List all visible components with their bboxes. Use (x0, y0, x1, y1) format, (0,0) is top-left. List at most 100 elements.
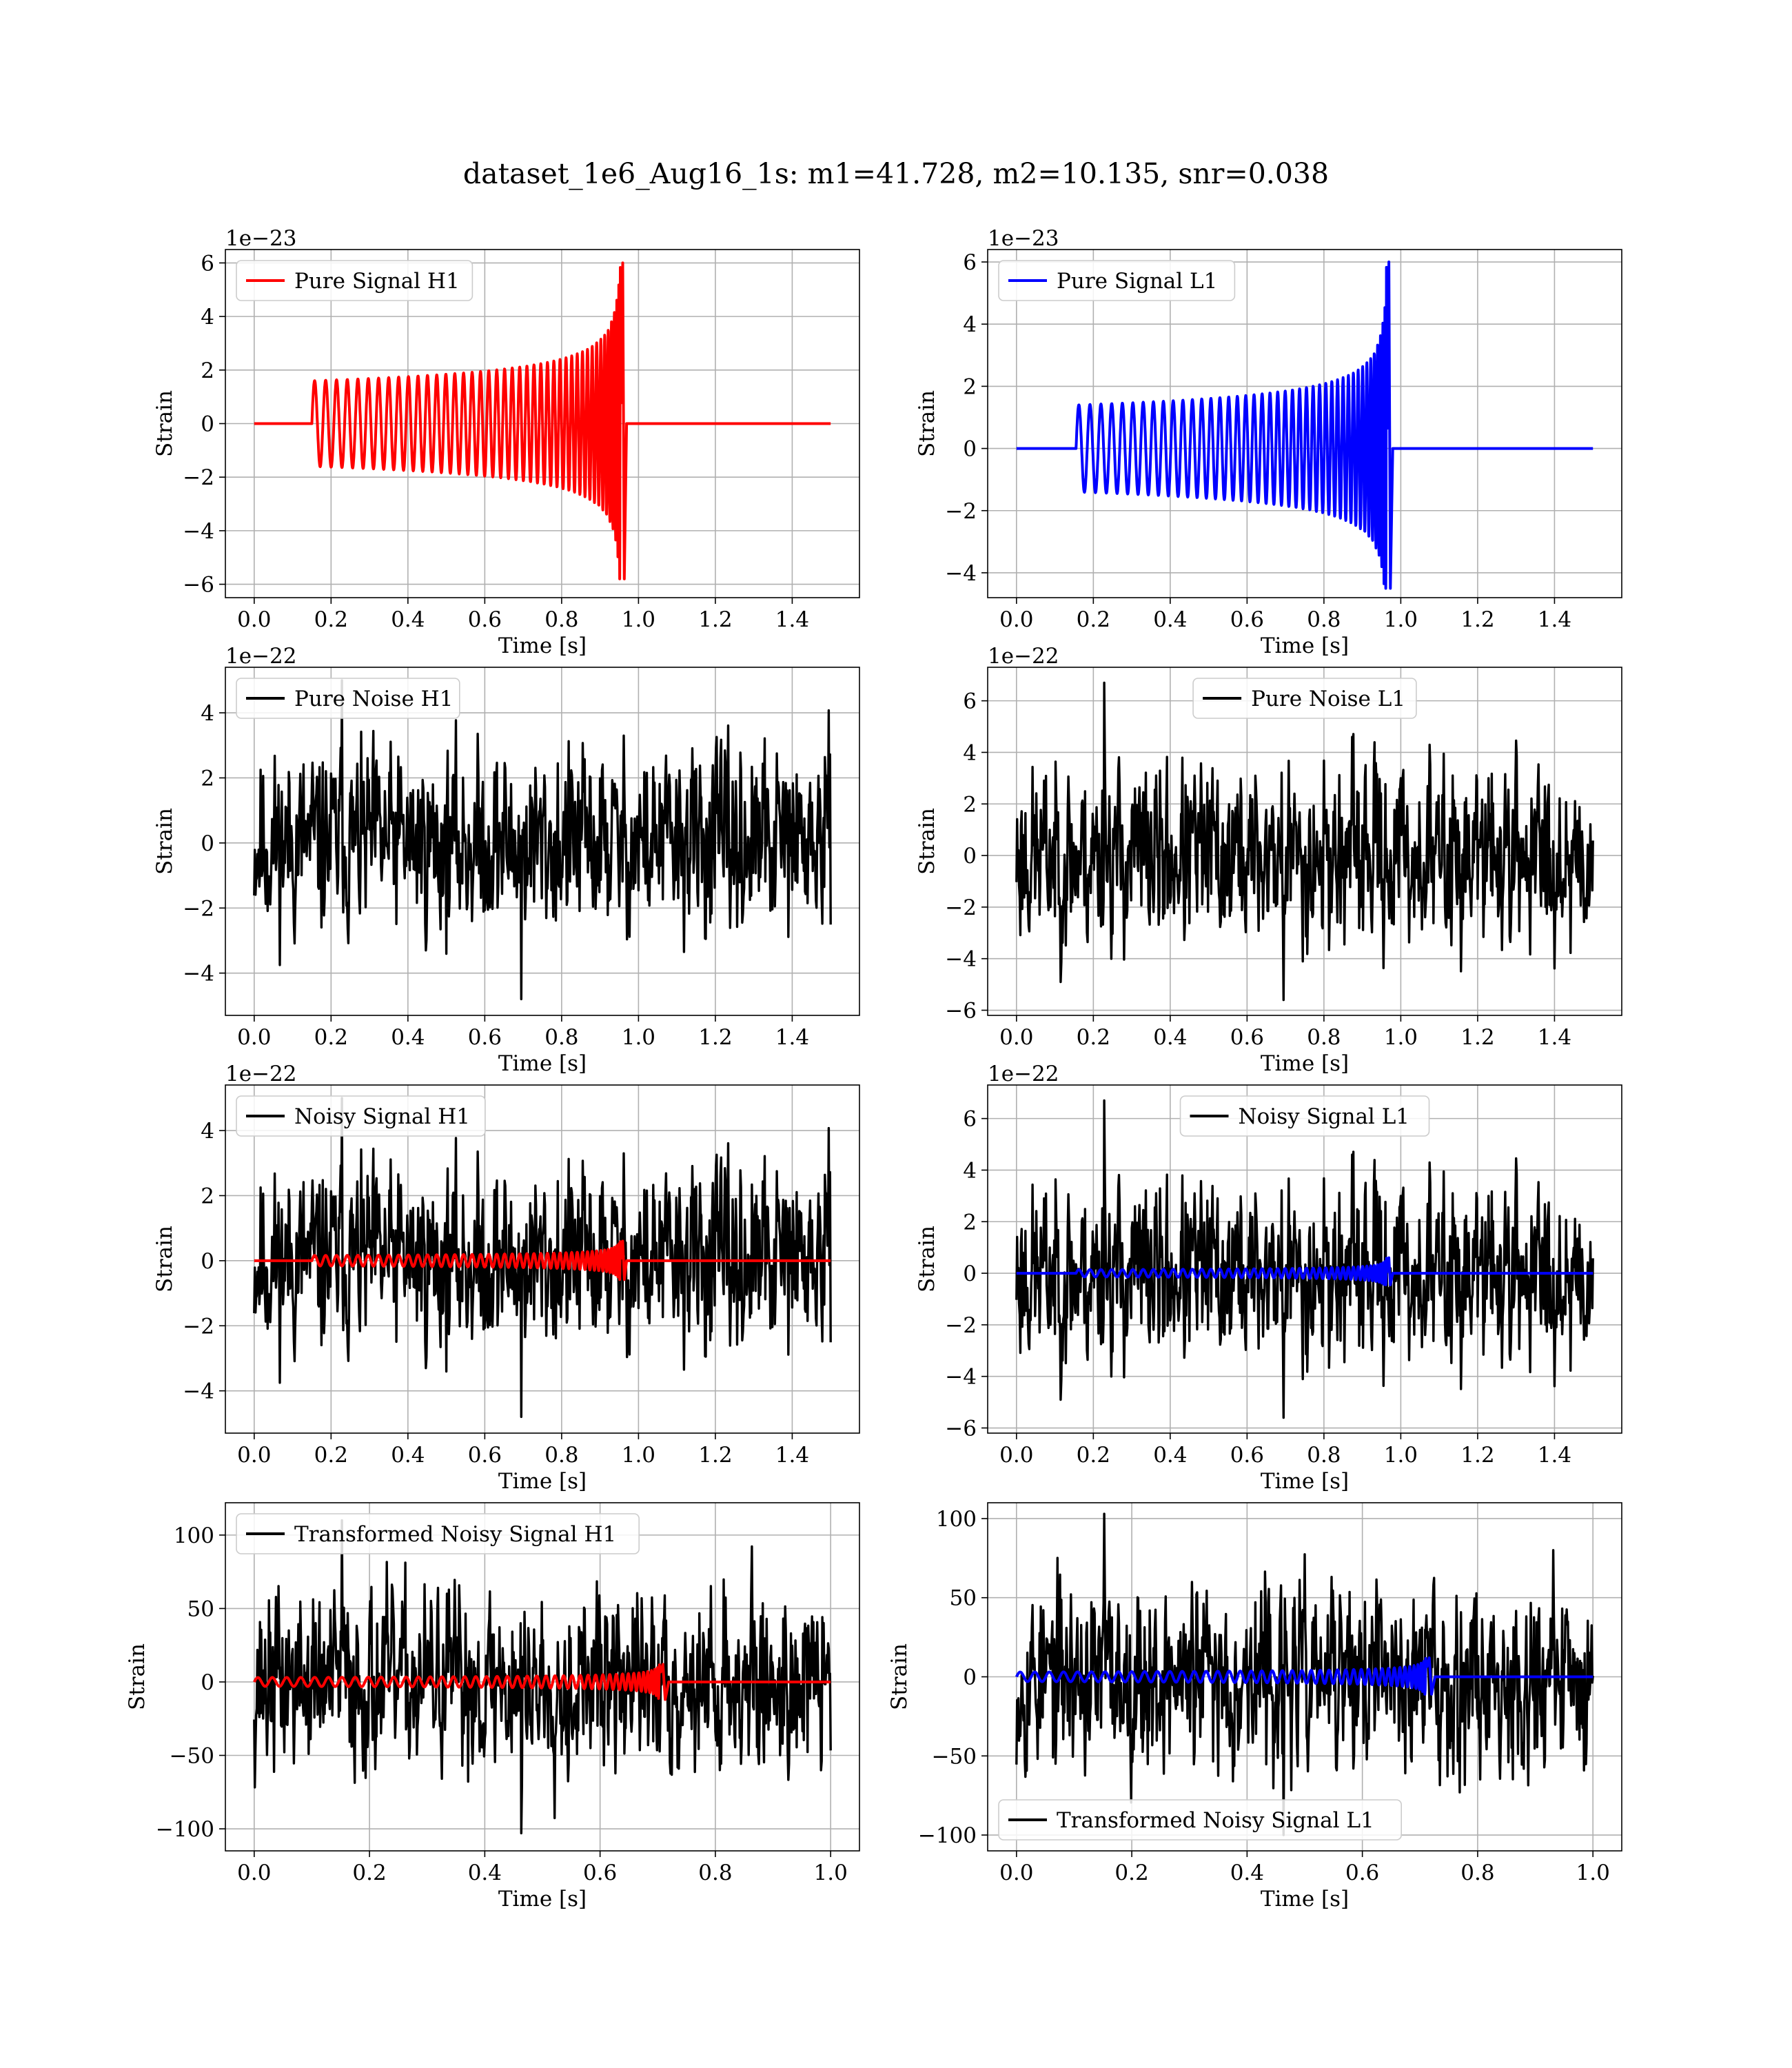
series-line (254, 261, 831, 580)
series-line (1016, 261, 1594, 590)
x-tick-label: 0.8 (1307, 1025, 1341, 1050)
y-tick-label: 0 (963, 1261, 977, 1286)
y-tick-label: −2 (183, 465, 214, 490)
y-tick-label: 4 (963, 1158, 977, 1183)
axis-offset-label: 1e−22 (225, 1062, 297, 1086)
x-tick-label: 0.2 (314, 1443, 348, 1468)
legend: Transformed Noisy Signal H1 (236, 1513, 640, 1554)
x-axis-label: Time [s] (1261, 1469, 1349, 1494)
x-tick-label: 0.8 (544, 1443, 578, 1468)
chart-pure-signal-h1: 0.0 0.2 0.4 0.6 0.8 1.0 1.2 1.4 −6 −4 −2 0 2 4 6 1e−23 T… (152, 226, 860, 658)
y-tick-label: −50 (932, 1744, 977, 1769)
legend: Pure Noise H1 (236, 678, 460, 719)
chart-pure-noise-h1: 0.0 0.2 0.4 0.6 0.8 1.0 1.2 1.4 −4 −2 0 2 4 1e−22 Time… (152, 644, 860, 1076)
x-tick-label: 1.2 (1460, 607, 1494, 632)
x-tick-label: 0.4 (391, 1025, 425, 1050)
y-tick-label: 0 (201, 1670, 214, 1695)
x-tick-label: 1.4 (775, 607, 809, 632)
legend-label: Noisy Signal H1 (294, 1104, 470, 1129)
x-axis-label: Time [s] (498, 1469, 587, 1494)
legend-label: Transformed Noisy Signal L1 (1057, 1808, 1374, 1833)
y-tick-label: −100 (918, 1823, 977, 1848)
x-tick-label: 0.4 (468, 1861, 502, 1885)
x-tick-label: 0.0 (999, 607, 1033, 632)
y-tick-label: 0 (201, 831, 214, 856)
y-tick-label: 6 (963, 1107, 977, 1132)
y-tick-label: 0 (963, 437, 977, 462)
legend-box (998, 260, 1236, 301)
axes-frame (987, 1084, 1622, 1434)
series-line (1015, 1512, 1594, 1836)
legend-box (236, 1095, 486, 1137)
y-axis-label: Strain (915, 390, 939, 457)
x-tick-label: 1.0 (1384, 607, 1418, 632)
chart-pure-signal-l1: 0.0 0.2 0.4 0.6 0.8 1.0 1.2 1.4 −4 −2 0 2 4 6 1e−23 Tim… (915, 226, 1622, 658)
x-tick-label: 1.4 (1538, 1025, 1571, 1050)
x-tick-label: 0.2 (314, 607, 348, 632)
y-tick-label: 100 (936, 1507, 977, 1532)
legend: Pure Noise L1 (1192, 678, 1417, 719)
x-tick-label: 0.6 (1230, 607, 1264, 632)
series-line (1016, 1256, 1594, 1286)
x-tick-label: 0.0 (237, 1443, 271, 1468)
y-tick-label: 100 (174, 1523, 214, 1548)
x-tick-label: 1.4 (775, 1443, 809, 1468)
y-tick-label: −6 (183, 573, 214, 598)
y-tick-label: 4 (963, 740, 977, 765)
x-tick-label: 0.0 (237, 1861, 271, 1885)
legend-box (236, 1513, 640, 1554)
axes-frame (225, 667, 860, 1016)
x-tick-label: 1.4 (1538, 607, 1571, 632)
x-axis-label: Time [s] (1261, 633, 1349, 658)
series-line (253, 1663, 831, 1701)
series-line (1015, 1656, 1594, 1696)
x-tick-label: 0.0 (237, 1025, 271, 1050)
x-tick-label: 1.0 (1384, 1025, 1418, 1050)
series-line (1015, 681, 1594, 1002)
x-tick-label: 0.2 (352, 1861, 386, 1885)
y-tick-label: 2 (963, 1210, 977, 1235)
legend-box (1179, 1095, 1430, 1137)
x-tick-label: 0.8 (1307, 607, 1341, 632)
x-tick-label: 0.6 (468, 1025, 502, 1050)
y-tick-label: 2 (201, 358, 214, 383)
legend-label: Noisy Signal L1 (1239, 1104, 1410, 1129)
x-axis-label: Time [s] (498, 1887, 587, 1912)
series-line (1015, 1099, 1594, 1419)
y-tick-label: −50 (170, 1743, 214, 1768)
axes-frame (225, 1502, 860, 1852)
chart-pure-noise-l1: 0.0 0.2 0.4 0.6 0.8 1.0 1.2 1.4 −6 −4 −2 0 2 4 6 1e−22 T… (915, 644, 1622, 1076)
y-tick-label: 2 (201, 766, 214, 791)
y-tick-label: 2 (963, 374, 977, 399)
y-tick-label: −100 (156, 1817, 214, 1842)
x-axis-label: Time [s] (498, 633, 587, 658)
legend: Noisy Signal L1 (1179, 1095, 1430, 1137)
x-tick-label: 0.6 (1345, 1861, 1379, 1885)
legend-label: Pure Signal L1 (1057, 269, 1217, 294)
y-tick-label: −4 (183, 1379, 214, 1404)
x-tick-label: 0.0 (999, 1443, 1033, 1468)
x-tick-label: 0.2 (314, 1025, 348, 1050)
y-tick-label: −4 (945, 561, 977, 586)
figure-title: dataset_1e6_Aug16_1s: m1=41.728, m2=10.1… (462, 157, 1330, 190)
y-axis-label: Strain (125, 1643, 150, 1710)
y-tick-label: −6 (945, 1417, 977, 1441)
series-line (253, 1519, 832, 1835)
y-axis-label: Strain (152, 808, 177, 875)
y-tick-label: 0 (201, 412, 214, 437)
x-tick-label: 0.8 (1307, 1443, 1341, 1468)
x-tick-label: 0.4 (1153, 1025, 1187, 1050)
y-tick-label: 4 (201, 701, 214, 726)
y-tick-label: −2 (183, 896, 214, 921)
x-tick-label: 0.0 (237, 607, 271, 632)
x-tick-label: 0.4 (391, 607, 425, 632)
x-tick-label: 0.4 (1153, 1443, 1187, 1468)
y-tick-label: −4 (945, 947, 977, 972)
y-tick-label: −4 (183, 519, 214, 544)
y-axis-label: Strain (915, 1226, 939, 1292)
legend-box (236, 678, 460, 719)
legend: Noisy Signal H1 (236, 1095, 486, 1137)
x-tick-label: 0.8 (698, 1861, 732, 1885)
x-tick-label: 0.0 (999, 1861, 1033, 1885)
x-tick-label: 0.0 (999, 1025, 1033, 1050)
